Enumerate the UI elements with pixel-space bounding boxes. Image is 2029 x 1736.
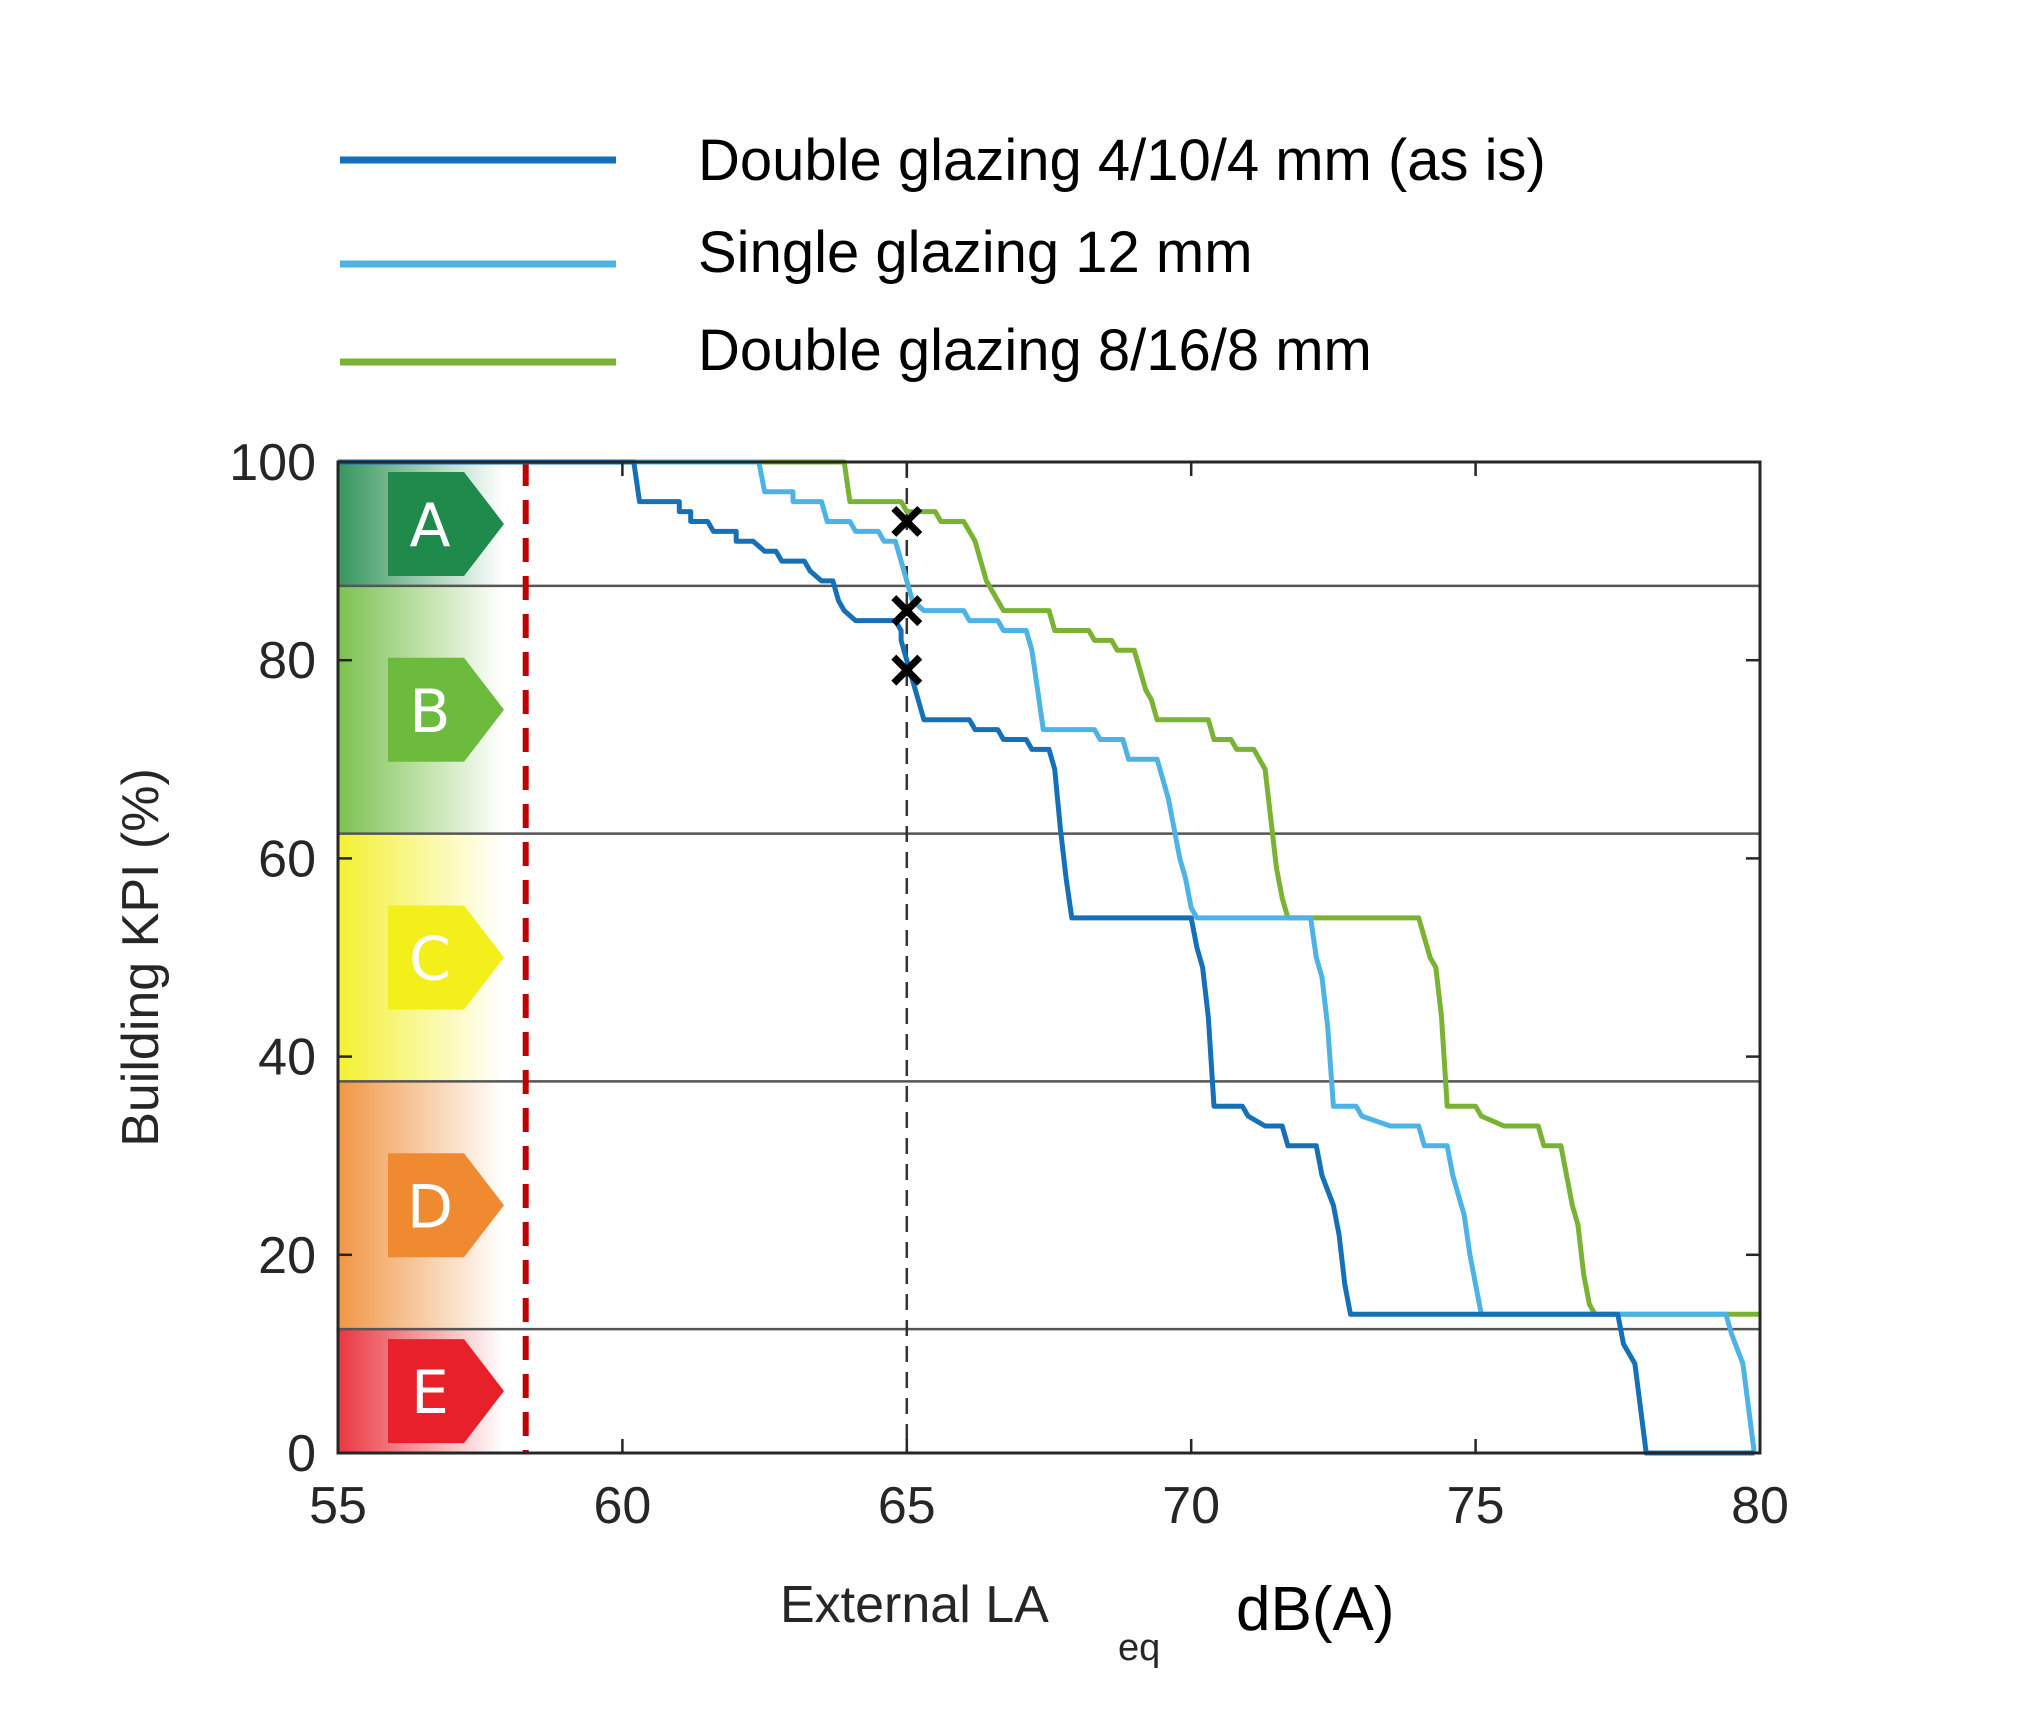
x-tick-label-4: 75 bbox=[1447, 1477, 1505, 1535]
series-lines bbox=[338, 459, 1760, 1456]
marker-x-2 bbox=[891, 654, 923, 686]
band-arrow-a bbox=[388, 471, 504, 576]
y-tick-label-1: 20 bbox=[258, 1227, 316, 1285]
x-axis-title-subscript: eq bbox=[1118, 1627, 1160, 1669]
band-label-b: B bbox=[409, 677, 450, 747]
axis-ticks: 55 60 65 70 75 80 0 20 40 60 80 100 bbox=[229, 434, 1789, 1535]
plot-area: A B C D E 55 60 65 70 75 80 0 20 40 60 80 100 bbox=[229, 434, 1789, 1535]
x-tick-label-2: 65 bbox=[878, 1477, 936, 1535]
x-tick-label-1: 60 bbox=[593, 1477, 651, 1535]
y-tick-label-5: 100 bbox=[229, 434, 316, 492]
band-label-c: C bbox=[409, 925, 451, 995]
y-tick-label-2: 40 bbox=[258, 1029, 316, 1087]
markers bbox=[891, 505, 923, 686]
band-label-d: D bbox=[407, 1172, 453, 1242]
legend-label-series-1: Single glazing 12 mm bbox=[698, 220, 1253, 285]
x-axis-unit: dB(A) bbox=[1236, 1575, 1394, 1644]
series-line-2 bbox=[338, 459, 1760, 1317]
band-arrow-e bbox=[388, 1339, 504, 1444]
marker-x-0 bbox=[891, 505, 923, 537]
x-tick-label-5: 80 bbox=[1731, 1477, 1789, 1535]
y-tick-label-4: 80 bbox=[258, 632, 316, 690]
y-tick-label-3: 60 bbox=[258, 830, 316, 888]
y-axis-title: Building KPI (%) bbox=[112, 768, 170, 1147]
rating-bands: A B C D E bbox=[338, 462, 504, 1453]
band-arrow-d bbox=[388, 1153, 504, 1258]
x-tick-label-3: 70 bbox=[1162, 1477, 1220, 1535]
marker-x-1 bbox=[891, 595, 923, 627]
band-boundaries bbox=[338, 584, 1760, 1331]
plot-frame bbox=[336, 460, 1762, 1455]
x-axis-title: External LA bbox=[780, 1576, 1049, 1634]
band-label-e: E bbox=[411, 1358, 449, 1428]
band-arrow-b bbox=[388, 657, 504, 762]
legend-label-series-2: Double glazing 8/16/8 mm bbox=[698, 318, 1372, 383]
band-arrow-c bbox=[388, 905, 504, 1010]
x-tick-label-0: 55 bbox=[309, 1477, 367, 1535]
band-label-a: A bbox=[409, 491, 450, 561]
legend-label-series-0: Double glazing 4/10/4 mm (as is) bbox=[698, 128, 1546, 193]
series-line-0 bbox=[338, 459, 1755, 1456]
y-tick-label-0: 0 bbox=[287, 1425, 316, 1483]
series-line-1 bbox=[338, 459, 1757, 1454]
reference-lines bbox=[522, 462, 909, 1453]
legend: Double glazing 4/10/4 mm (as is) Single … bbox=[340, 128, 1546, 383]
